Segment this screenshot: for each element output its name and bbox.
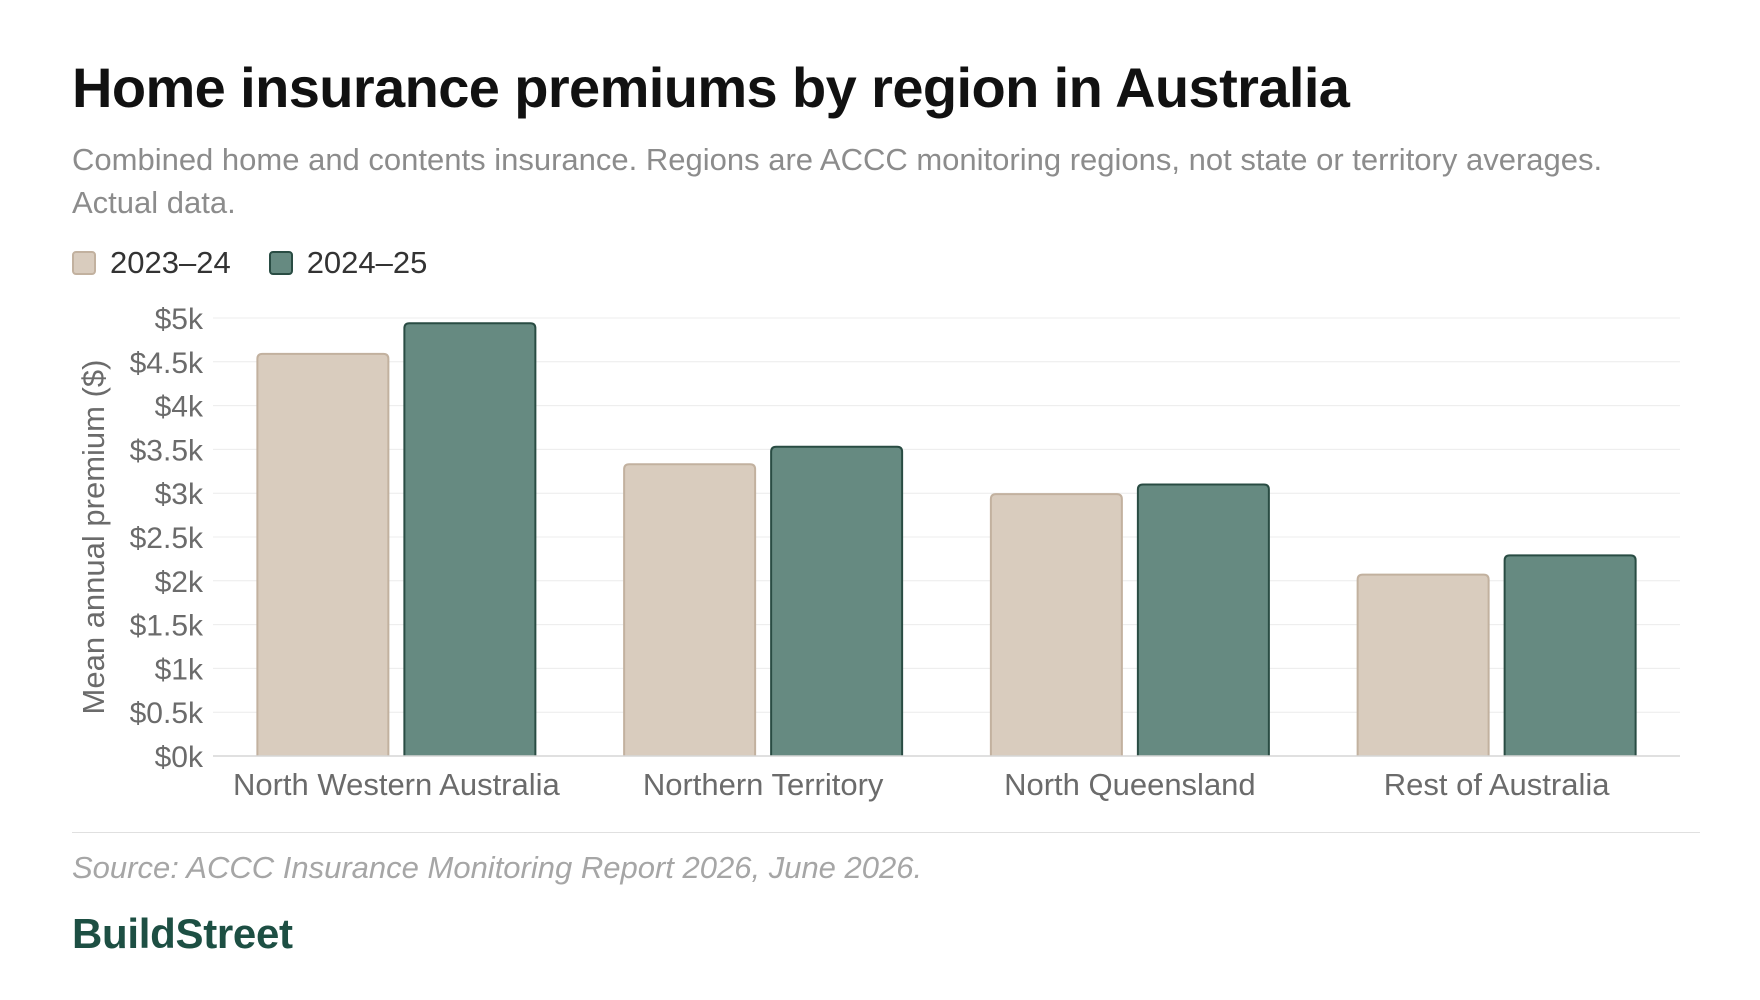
y-tick-label: $1k — [155, 653, 204, 686]
bar-2024-25 — [1136, 483, 1270, 756]
y-tick-label: $2k — [155, 566, 204, 599]
bar-2024-25 — [1503, 554, 1637, 756]
legend-label-2024-25: 2024–25 — [306, 245, 428, 280]
bar-chart: $0k $0.5k $1k $1.5k $2k $2.5k $3k $3.5k $4k $4.5k… — [76, 303, 1680, 802]
chart-title: Home insurance premiums by region in Aus… — [72, 56, 1350, 119]
legend-item-2024-25: 2024–25 — [268, 245, 428, 281]
y-tick-label: $1.5k — [130, 610, 204, 643]
bar-2023-24 — [623, 463, 757, 756]
legend-swatch-2024-25 — [268, 251, 293, 275]
legend-item-2023-24: 2023–24 — [72, 245, 231, 281]
brand-logo: BuildStreet — [72, 910, 293, 957]
bar-2024-25 — [770, 445, 904, 756]
bar-2023-24 — [1356, 573, 1490, 756]
bar-2024-25 — [403, 322, 537, 756]
source-note: Source: ACCC Insurance Monitoring Report… — [72, 850, 923, 885]
y-tick-label: $0k — [155, 741, 204, 774]
y-tick-label: $2.5k — [130, 522, 204, 555]
chart-subtitle: Combined home and contents insurance. Re… — [72, 142, 1603, 220]
x-tick-label: Northern Territory — [643, 767, 884, 802]
footer-divider — [72, 832, 1700, 833]
y-tick-label: $3k — [155, 478, 204, 511]
y-tick-label: $3.5k — [130, 434, 204, 467]
y-tick-label: $4k — [155, 391, 204, 424]
bar-2023-24 — [989, 493, 1123, 756]
x-tick-label: North Queensland — [1004, 767, 1256, 802]
x-tick-label: North Western Australia — [233, 767, 561, 802]
y-tick-label: $5k — [155, 303, 204, 336]
legend-swatch-2023-24 — [72, 251, 96, 275]
y-tick-label: $4.5k — [130, 347, 204, 380]
legend: 2023–24 2024–25 — [72, 242, 465, 284]
y-axis-title: Mean annual premium ($) — [76, 360, 111, 715]
y-tick-label: $0.5k — [130, 697, 204, 730]
bar-2023-24 — [256, 352, 390, 756]
legend-label-2023-24: 2023–24 — [110, 245, 231, 280]
x-tick-label: Rest of Australia — [1384, 767, 1610, 802]
